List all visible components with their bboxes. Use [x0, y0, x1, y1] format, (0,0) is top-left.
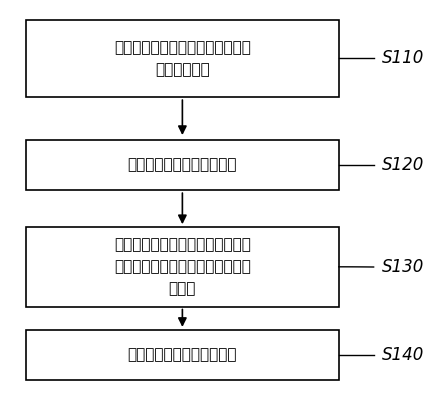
Text: S140: S140	[382, 346, 425, 364]
Bar	[26, 227, 339, 307]
Text: 获取前置机从数据源和数据文件提
取的属性文件: 获取前置机从数据源和数据文件提 取的属性文件	[114, 40, 251, 77]
Text: 根据所述属性文件、所述指标数据
和预设评价方式评价通信数据的数
据质量: 根据所述属性文件、所述指标数据 和预设评价方式评价通信数据的数 据质量	[114, 237, 251, 297]
Bar	[26, 330, 339, 380]
Text: S110: S110	[382, 50, 425, 67]
Text: 根据业务信息统计指标数据: 根据业务信息统计指标数据	[128, 158, 237, 173]
Text: S120: S120	[382, 156, 425, 174]
Text: 根据所述数据质量进行预警: 根据所述数据质量进行预警	[128, 348, 237, 362]
Bar	[26, 20, 339, 97]
Text: S130: S130	[382, 258, 425, 276]
Bar	[26, 140, 339, 190]
